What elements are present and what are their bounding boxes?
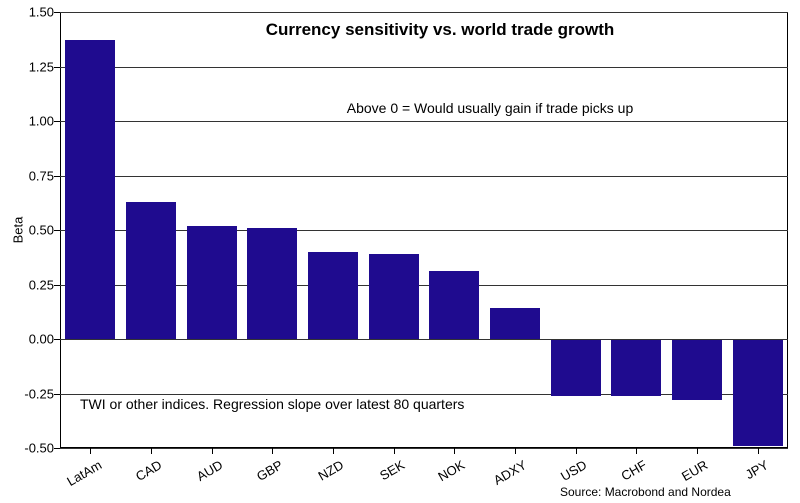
gridline <box>60 67 788 68</box>
gridline <box>60 176 788 177</box>
x-tick-label: EUR <box>676 452 710 484</box>
chart-source: Source: Macrobond and Nordea <box>560 485 731 499</box>
gridline <box>60 448 788 449</box>
x-tick-label: USD <box>555 452 589 484</box>
x-tick-label: CHF <box>616 452 650 484</box>
x-tick-label: GBP <box>251 452 285 484</box>
bar <box>126 202 176 339</box>
bar <box>65 40 115 339</box>
bar <box>733 339 783 446</box>
bar <box>490 308 540 339</box>
bar <box>672 339 722 400</box>
y-tick-label: 0.00 <box>29 332 60 347</box>
bar <box>551 339 601 396</box>
bar <box>429 271 479 339</box>
x-tick-label: CAD <box>130 452 164 484</box>
y-tick-label: 1.50 <box>29 5 60 20</box>
plot-area: -0.50-0.250.000.250.500.751.001.251.50La… <box>60 12 788 448</box>
bar <box>369 254 419 339</box>
y-tick-label: 1.25 <box>29 59 60 74</box>
x-tick-label: JPY <box>739 452 770 482</box>
y-tick-label: 1.00 <box>29 114 60 129</box>
annotation-upper: Above 0 = Would usually gain if trade pi… <box>347 100 634 116</box>
zero-line <box>60 339 788 340</box>
y-axis-label: Beta <box>11 217 26 244</box>
x-tick-label: ADXY <box>488 452 529 488</box>
y-tick-label: 0.75 <box>29 168 60 183</box>
annotation-lower: TWI or other indices. Regression slope o… <box>80 396 464 412</box>
y-tick-label: -0.25 <box>24 386 60 401</box>
bar <box>187 226 237 339</box>
x-tick-label: AUD <box>191 452 225 484</box>
bar <box>247 228 297 339</box>
x-tick-label: NZD <box>313 452 347 484</box>
x-tick-label: NOK <box>433 452 468 484</box>
y-tick-label: 0.25 <box>29 277 60 292</box>
y-tick-label: -0.50 <box>24 441 60 456</box>
y-tick-label: 0.50 <box>29 223 60 238</box>
gridline <box>60 121 788 122</box>
gridline <box>60 12 788 13</box>
x-tick-label: LatAm <box>62 452 105 489</box>
bar <box>611 339 661 396</box>
chart-title: Currency sensitivity vs. world trade gro… <box>266 20 615 40</box>
x-tick-label: SEK <box>374 452 407 483</box>
bar <box>308 252 358 339</box>
